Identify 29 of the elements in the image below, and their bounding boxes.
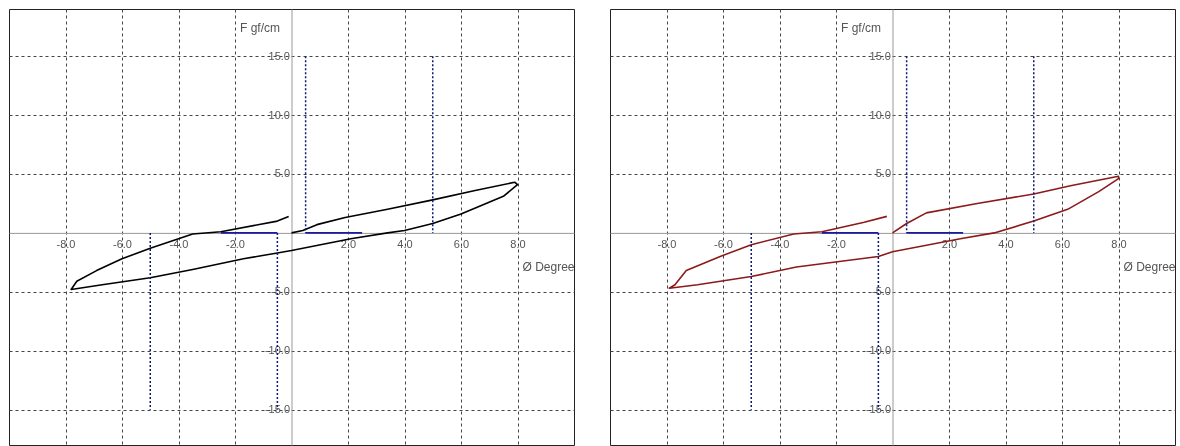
x-tick-label: 8.0 (1111, 238, 1127, 251)
x-tick-label: 8.0 (510, 238, 526, 251)
y-tick-label: 15.0 (268, 49, 290, 62)
x-tick-label: -2.0 (827, 238, 846, 251)
x-tick-label: 4.0 (397, 238, 413, 251)
x-tick-label: -2.0 (226, 238, 245, 251)
y-tick-label: -15.0 (264, 403, 290, 416)
y-tick-label: 15.0 (869, 49, 891, 62)
x-tick-label: 6.0 (453, 238, 470, 251)
y-tick-label: -15.0 (865, 403, 891, 416)
x-tick-label: -6.0 (113, 238, 132, 251)
y-tick-label: 10.0 (268, 108, 290, 121)
y-tick-label: 5.0 (875, 167, 891, 180)
x-tick-label: -8.0 (657, 238, 677, 251)
x-tick-label: -4.0 (770, 238, 790, 251)
x-axis-title: Ø Degree (522, 260, 575, 275)
x-axis-title: Ø Degree (1123, 260, 1176, 275)
x-tick-label: -8.0 (56, 238, 76, 251)
y-tick-label: -10.0 (865, 344, 891, 357)
x-tick-label: 6.0 (1054, 238, 1071, 251)
x-tick-label: 2.0 (941, 238, 958, 251)
y-axis-title: F gf/cm (840, 20, 881, 35)
y-tick-label: -10.0 (264, 344, 290, 357)
x-tick-label: -4.0 (169, 238, 189, 251)
y-axis-title: F gf/cm (239, 20, 280, 35)
x-tick-label: -6.0 (714, 238, 733, 251)
y-tick-label: 10.0 (869, 108, 891, 121)
y-tick-label: 5.0 (274, 167, 290, 180)
x-tick-label: 4.0 (998, 238, 1014, 251)
